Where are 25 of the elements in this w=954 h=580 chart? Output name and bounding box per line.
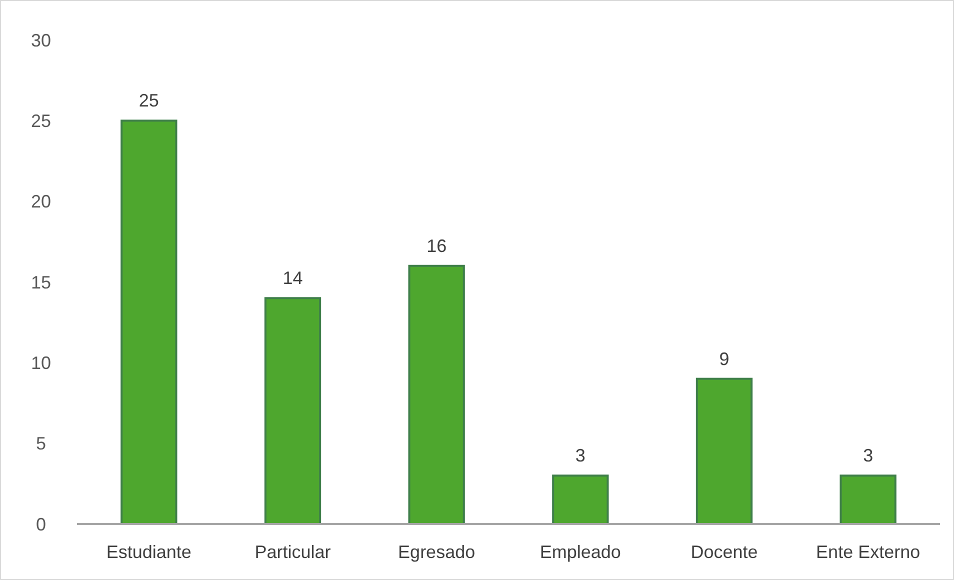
x-tick-label: Particular xyxy=(254,542,331,562)
x-tick-label: Egresado xyxy=(398,542,476,562)
data-label: 14 xyxy=(282,268,303,288)
data-label: 9 xyxy=(719,348,730,369)
bar xyxy=(264,297,322,525)
bar xyxy=(840,474,896,525)
y-tick-label: 15 xyxy=(30,272,52,292)
y-tick-label: 10 xyxy=(30,352,52,373)
y-tick-label: 0 xyxy=(36,514,46,534)
x-tick-label: Ente Externo xyxy=(816,542,920,562)
bar xyxy=(552,474,609,525)
data-label: 3 xyxy=(575,446,586,466)
y-tick-label: 25 xyxy=(30,110,52,131)
y-tick-label: 5 xyxy=(36,434,46,454)
bar xyxy=(408,264,465,525)
y-tick-label: 20 xyxy=(30,192,52,212)
data-label: 3 xyxy=(863,446,874,466)
y-tick-label: 30 xyxy=(30,30,52,50)
data-label: 16 xyxy=(426,236,447,256)
x-tick-label: Estudiante xyxy=(106,542,192,562)
x-tick-label: Docente xyxy=(690,542,758,562)
bar xyxy=(696,378,753,525)
x-tick-label: Empleado xyxy=(540,542,621,562)
data-label: 25 xyxy=(138,90,159,111)
bar xyxy=(120,120,178,525)
